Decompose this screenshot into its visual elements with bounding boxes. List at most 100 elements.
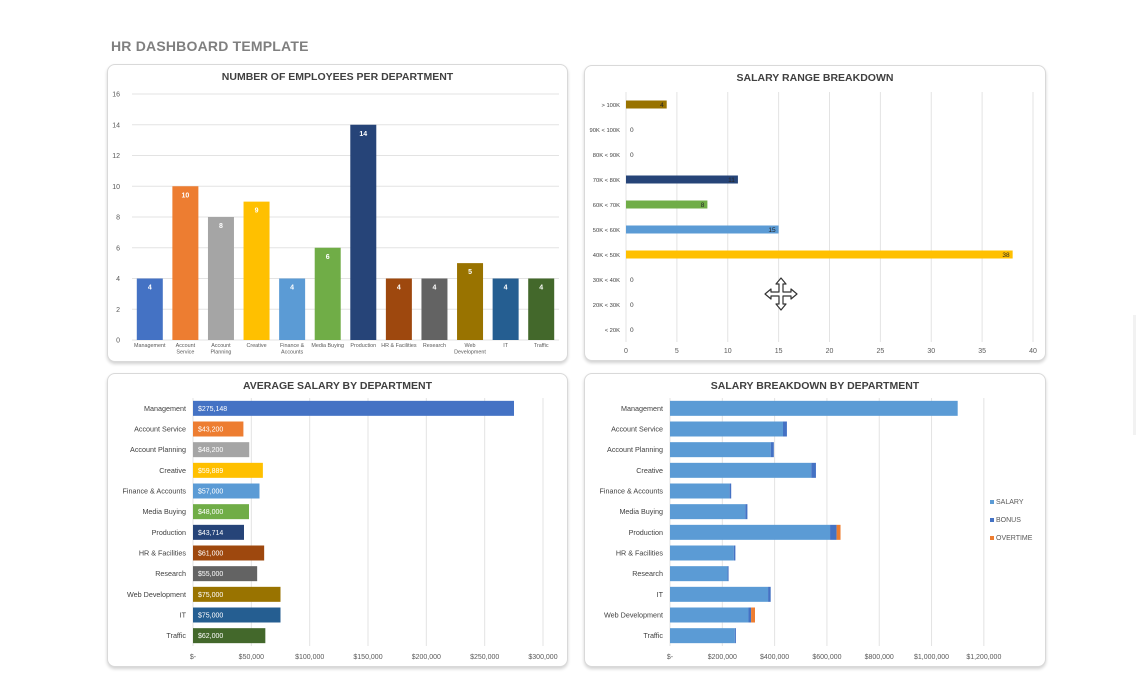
x-tick-label: 15	[775, 348, 783, 355]
y-tick-label: Web Development	[127, 590, 186, 599]
bar-salary-7	[670, 545, 734, 561]
data-label: 8	[701, 202, 705, 209]
y-tick-label: 60K < 70K	[593, 203, 620, 209]
move-cursor-icon	[764, 277, 798, 316]
x-tick-label: $150,000	[353, 654, 382, 661]
data-label: 4	[504, 285, 508, 292]
x-tick-label: $800,000	[865, 654, 894, 661]
x-tick-label: Account	[176, 343, 196, 349]
salary-breakdown-by-department-chart[interactable]: SALARY BREAKDOWN BY DEPARTMENT $- $200,00…	[584, 373, 1046, 667]
y-tick-label: Production	[152, 528, 186, 537]
bar-3	[243, 201, 270, 340]
x-tick-label: $-	[667, 654, 674, 661]
bar-bonus-10	[748, 607, 752, 623]
bar-4	[626, 200, 708, 209]
data-label: $75,000	[198, 592, 223, 599]
bar-bonus-11	[734, 628, 736, 644]
data-label: $61,000	[198, 551, 223, 558]
chart-title: AVERAGE SALARY BY DEPARTMENT	[242, 380, 433, 392]
average-salary-chart-plot: $- $50,000 $100,000 $150,000 $200,000 $250,00…	[122, 398, 558, 661]
x-tick-label: Research	[423, 343, 446, 349]
bar-6	[193, 524, 244, 540]
bar-bonus-7	[733, 545, 736, 561]
data-label: 4	[539, 285, 543, 292]
y-tick-label: Production	[629, 528, 663, 537]
y-tick-label: 16	[112, 92, 120, 99]
legend-label: SALARY	[996, 499, 1024, 506]
x-tick-label: 0	[624, 348, 628, 355]
data-label: 10	[181, 192, 189, 199]
x-tick-label: Creative	[247, 343, 267, 349]
salary-range-breakdown-chart[interactable]: SALARY RANGE BREAKDOWN 0 5 10 15 20 25 30 35 40 >…	[584, 65, 1046, 361]
data-label: $48,000	[198, 509, 223, 516]
window-edge	[1133, 315, 1136, 435]
y-tick-label: < 20K	[605, 328, 620, 334]
data-label: 0	[630, 327, 634, 334]
average-salary-by-department-chart[interactable]: AVERAGE SALARY BY DEPARTMENT $- $50,000 $1…	[107, 373, 568, 667]
bar-5	[193, 504, 249, 520]
salary-breakdown-chart-plot: $- $200,000 $400,000 $600,000 $800,000 $1,000…	[599, 398, 1033, 661]
page-title: HR DASHBOARD TEMPLATE	[111, 38, 309, 54]
y-tick-label: 12	[112, 153, 120, 160]
x-tick-label: 10	[724, 348, 732, 355]
y-tick-label: Traffic	[166, 631, 186, 640]
chart-title: SALARY RANGE BREAKDOWN	[736, 72, 894, 84]
data-label: 11	[728, 177, 735, 184]
bar-salary-3	[670, 462, 812, 478]
x-tick-label: Management	[134, 343, 166, 349]
y-tick-label: Creative	[159, 466, 186, 475]
data-label: $43,200	[198, 427, 223, 434]
employees-per-department-chart[interactable]: NUMBER OF EMPLOYEES PER DEPARTMENT 0 2 4 6 8…	[107, 64, 568, 362]
bar-bonus-5	[745, 504, 748, 520]
bar-0	[136, 278, 163, 340]
bar-salary-6	[670, 524, 831, 540]
y-tick-label: Traffic	[643, 631, 663, 640]
y-tick-label: Web Development	[604, 611, 663, 620]
bar-salary-10	[670, 607, 749, 623]
bar-3	[626, 175, 738, 184]
data-label: 4	[397, 285, 401, 292]
x-tick-label: Production	[350, 343, 376, 349]
salary-range-chart-plot: 0 5 10 15 20 25 30 35 40 > 100K 4 90K < 100K 0 80K < …	[590, 92, 1037, 355]
x-tick-label: Finance &	[280, 343, 305, 349]
bar-2	[207, 217, 234, 340]
x-tick-label: $-	[190, 654, 197, 661]
y-tick-label: 40K < 50K	[593, 253, 620, 259]
bar-11	[528, 278, 555, 340]
legend-label: OVERTIME	[996, 535, 1033, 542]
y-tick-label: Creative	[636, 466, 663, 475]
bar-salary-5	[670, 504, 746, 520]
y-tick-label: HR & Facilities	[139, 549, 187, 558]
data-label: 38	[1002, 252, 1010, 259]
bar-10	[492, 278, 519, 340]
y-tick-label: HR & Facilities	[616, 549, 664, 558]
legend-swatch	[990, 536, 994, 540]
legend-swatch	[990, 500, 994, 504]
data-label: 4	[433, 285, 437, 292]
data-label: 15	[768, 227, 776, 234]
bar-salary-4	[670, 483, 730, 499]
y-tick-label: Finance & Accounts	[599, 487, 663, 496]
chart-title: SALARY BREAKDOWN BY DEPARTMENT	[710, 380, 920, 392]
x-tick-label: 40	[1029, 348, 1037, 355]
bar-bonus-1	[782, 421, 787, 437]
x-tick-label: 5	[675, 348, 679, 355]
bar-bonus-8	[727, 566, 729, 582]
bar-overtime-6	[836, 524, 841, 540]
bar-0	[193, 400, 515, 416]
data-label: 0	[630, 302, 634, 309]
x-tick-label: 35	[978, 348, 986, 355]
x-tick-label: $50,000	[239, 654, 264, 661]
bar-bonus-6	[830, 524, 837, 540]
bar-bonus-9	[768, 586, 771, 602]
x-tick-label: $1,200,000	[966, 654, 1001, 661]
y-tick-label: Media Buying	[142, 507, 186, 516]
x-tick-label: $250,000	[470, 654, 499, 661]
legend-swatch	[990, 518, 994, 522]
x-tick-label: Traffic	[534, 343, 549, 349]
bar-overtime-10	[751, 607, 755, 623]
bar-1	[193, 421, 244, 437]
y-tick-label: Research	[632, 569, 663, 578]
bar-salary-0	[670, 400, 958, 416]
y-tick-label: 20K < 30K	[593, 303, 620, 309]
